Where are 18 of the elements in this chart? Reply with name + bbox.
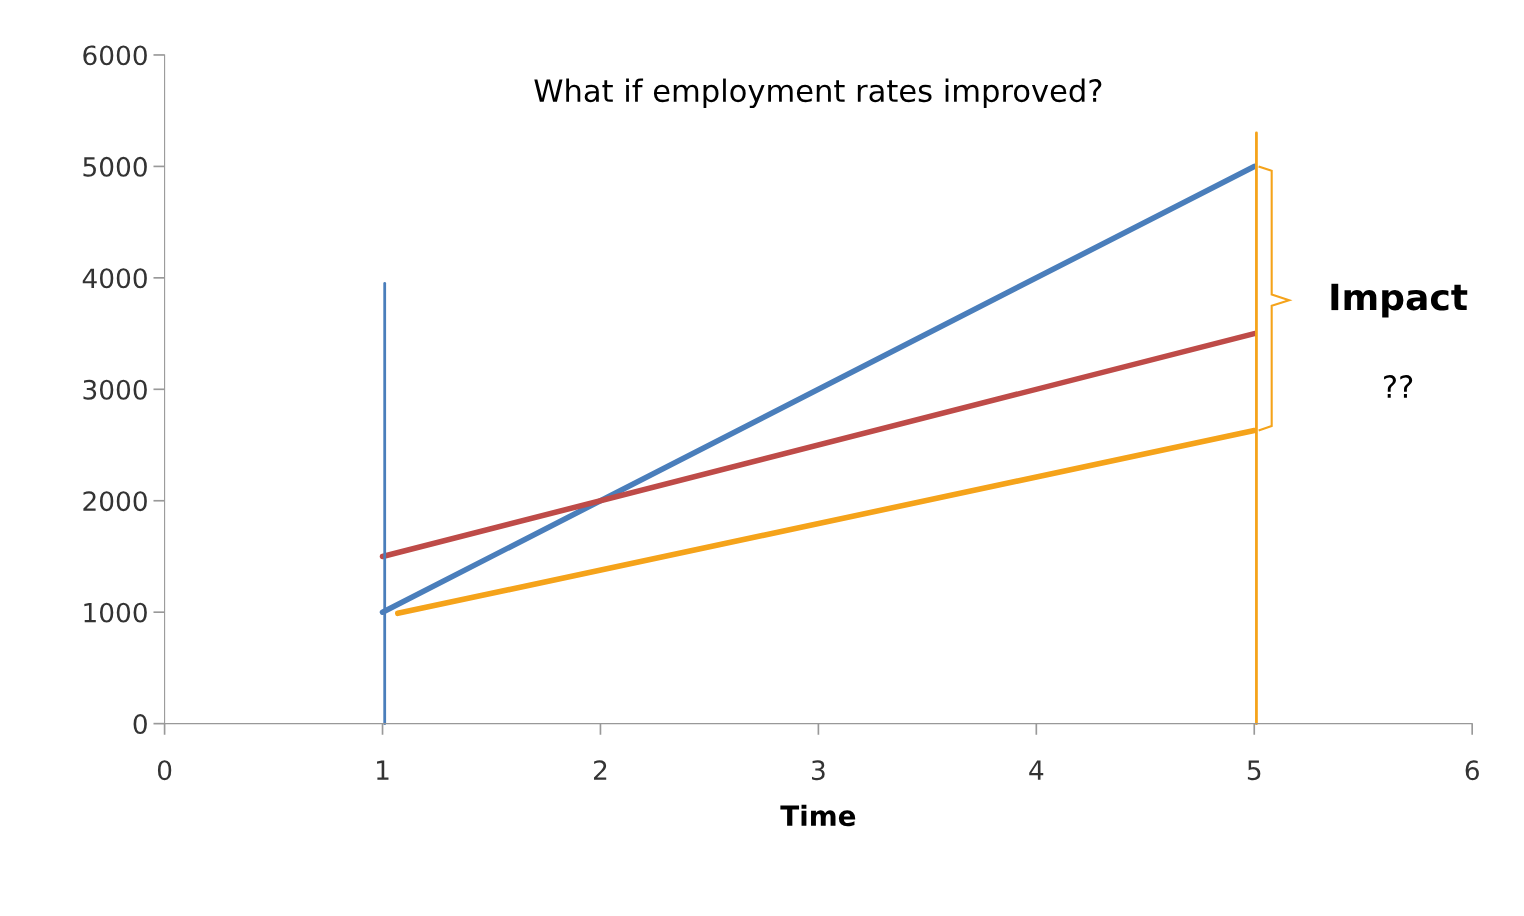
- y-tick-label: 2000: [83, 491, 147, 512]
- annotation: ??: [1384, 375, 1413, 398]
- y-tick-label: 1000: [84, 602, 147, 623]
- y-tick-label: 6000: [83, 45, 147, 66]
- x-tick-label: 4: [1029, 760, 1044, 780]
- x-axis-title: Time: [780, 804, 856, 827]
- y-tick-label: 0: [133, 714, 147, 735]
- y-tick-label: 5000: [83, 156, 147, 177]
- x-tick-label: 1: [377, 760, 389, 780]
- text: What if employment rates improved?: [534, 78, 1102, 109]
- y-tick-label: 3000: [83, 379, 147, 400]
- annotation: Impact: [1331, 283, 1468, 318]
- x-tick-label: 6: [1465, 760, 1479, 781]
- x-tick-label: 0: [157, 760, 172, 781]
- x-tick-label: 2: [593, 760, 607, 780]
- y-tick-label: 4000: [82, 268, 147, 289]
- x-tick-label: 3: [812, 760, 825, 781]
- x-tick-label: 5: [1247, 760, 1261, 781]
